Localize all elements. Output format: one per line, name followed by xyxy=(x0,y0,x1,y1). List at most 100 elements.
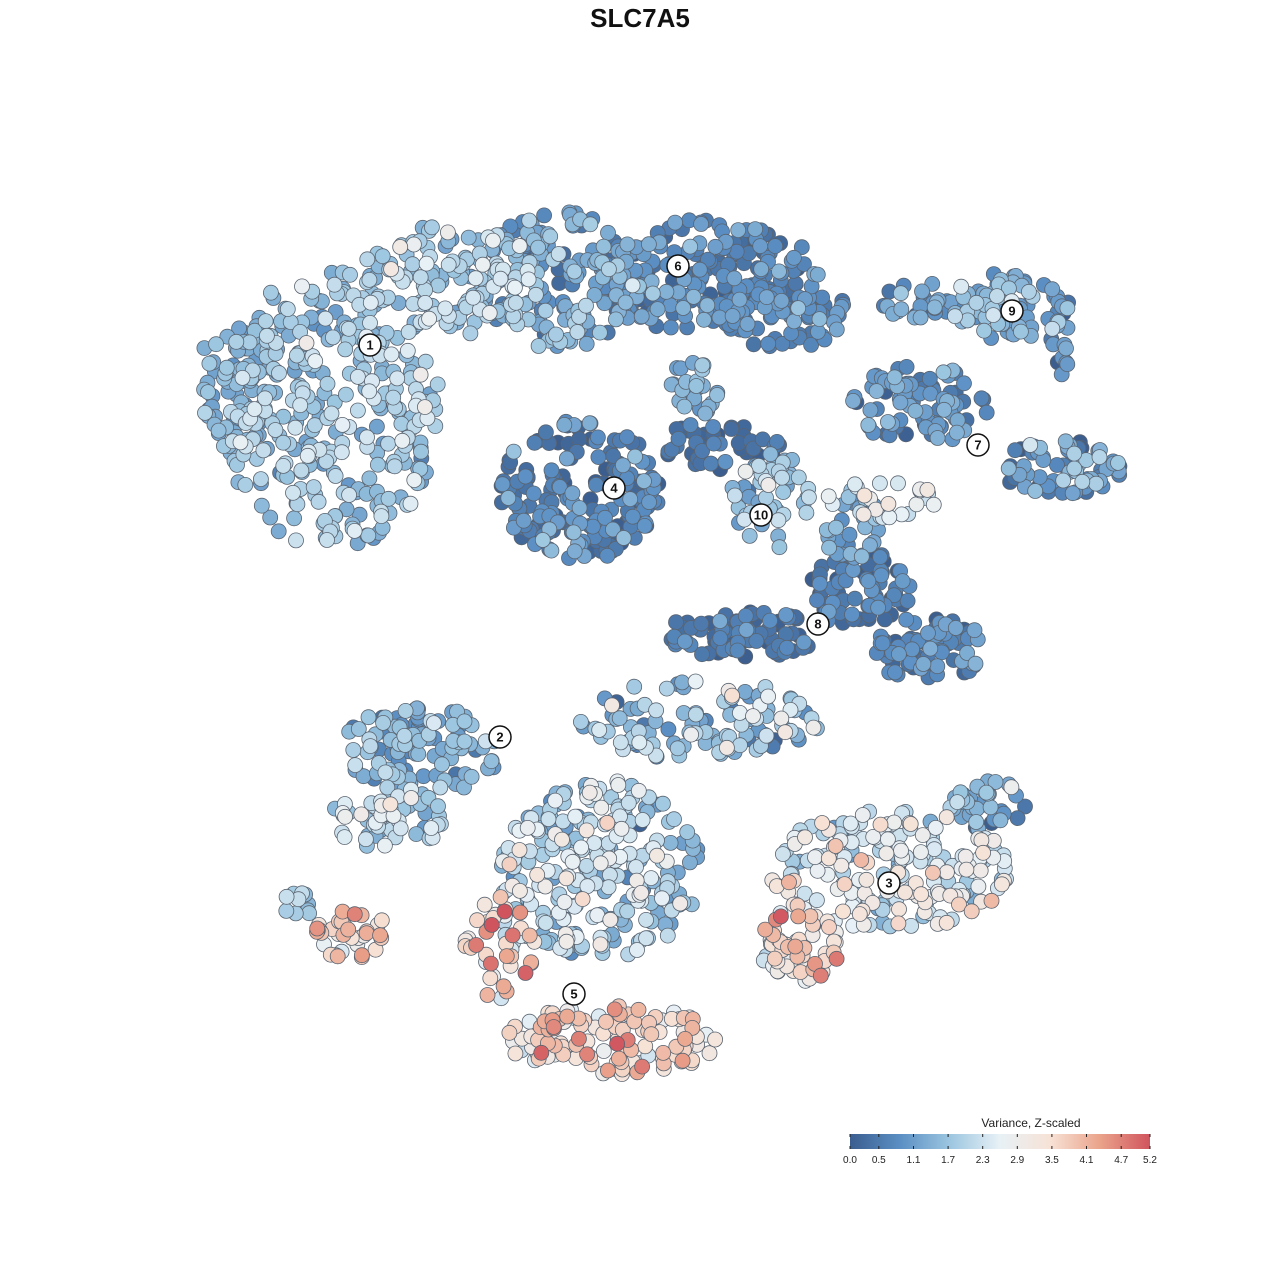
cell-point xyxy=(373,912,390,929)
cell-point xyxy=(636,518,653,534)
cell-point xyxy=(416,399,433,416)
cell-point xyxy=(771,263,787,280)
cell-point xyxy=(430,798,446,815)
cell-point xyxy=(270,523,287,540)
cell-point xyxy=(305,479,322,496)
cell-point xyxy=(862,537,878,554)
cell-point xyxy=(886,814,902,831)
cell-point xyxy=(361,271,378,288)
cell-point xyxy=(362,294,379,311)
cell-point xyxy=(278,903,295,919)
cell-point xyxy=(677,1031,693,1047)
cell-point xyxy=(890,915,907,932)
cell-point xyxy=(771,539,788,556)
cell-point xyxy=(886,369,903,386)
cell-point xyxy=(232,434,249,451)
cell-point xyxy=(1000,460,1017,477)
cell-point xyxy=(412,269,429,286)
cell-point xyxy=(349,368,366,385)
cell-point xyxy=(228,333,245,350)
cell-point xyxy=(913,844,929,860)
cluster-label-3: 3 xyxy=(877,871,901,895)
cell-point xyxy=(615,457,631,474)
cell-point xyxy=(798,504,815,521)
cell-point xyxy=(898,611,915,628)
cell-point xyxy=(403,790,420,806)
cell-point xyxy=(1058,340,1074,357)
cell-point xyxy=(624,508,641,525)
cell-point xyxy=(517,965,534,981)
cell-point xyxy=(288,347,305,364)
cell-point xyxy=(807,849,823,866)
cell-point xyxy=(919,481,936,498)
cell-point xyxy=(511,842,528,858)
cell-point xyxy=(696,311,712,328)
cell-point xyxy=(891,901,907,918)
cell-point xyxy=(360,527,377,544)
cell-point xyxy=(372,927,389,944)
cell-point xyxy=(543,462,560,479)
cell-point xyxy=(383,346,400,363)
cell-point xyxy=(433,756,450,773)
cell-point xyxy=(856,487,873,504)
cell-point xyxy=(1110,454,1126,471)
cell-point xyxy=(413,443,429,460)
cell-point xyxy=(872,549,888,565)
cell-point xyxy=(548,326,564,343)
cell-point xyxy=(400,324,417,340)
cell-point xyxy=(747,221,764,238)
cell-point xyxy=(967,655,984,672)
cell-point xyxy=(939,864,955,881)
cell-point xyxy=(210,422,227,439)
cell-point xyxy=(739,316,756,332)
cell-point xyxy=(927,820,944,836)
cell-point xyxy=(337,808,354,825)
cell-point xyxy=(350,721,367,737)
cell-point xyxy=(693,615,710,632)
cell-point xyxy=(392,239,409,255)
cell-point xyxy=(1066,445,1083,462)
cell-point xyxy=(805,719,822,736)
cell-point xyxy=(914,283,930,300)
cell-point xyxy=(855,506,872,523)
cluster-label-badge xyxy=(966,433,990,457)
cell-point xyxy=(775,846,791,862)
cell-point xyxy=(358,925,375,942)
cell-point xyxy=(685,288,702,305)
cell-point xyxy=(494,476,511,493)
cell-point xyxy=(374,248,391,265)
cluster-label-number: 1 xyxy=(366,338,373,353)
cell-point xyxy=(293,462,310,479)
cell-point xyxy=(737,608,754,624)
legend-tick-label: 2.9 xyxy=(1010,1155,1024,1166)
cell-point xyxy=(847,476,863,493)
cluster-label-7: 7 xyxy=(966,433,990,457)
cell-point xyxy=(643,1026,660,1043)
cell-point xyxy=(299,447,316,464)
cell-point xyxy=(870,599,886,616)
cluster-label-number: 9 xyxy=(1008,304,1015,319)
cell-point xyxy=(360,709,377,726)
cell-point xyxy=(631,734,648,751)
cluster-label-number: 6 xyxy=(674,259,681,274)
cell-point xyxy=(327,468,344,484)
cell-point xyxy=(573,839,589,856)
cell-point xyxy=(821,539,837,556)
cell-point xyxy=(684,1020,701,1036)
cell-point xyxy=(600,879,617,896)
cell-point xyxy=(809,266,826,283)
cell-point xyxy=(397,703,414,719)
cell-point xyxy=(592,324,608,341)
cell-point xyxy=(519,820,536,836)
cell-point xyxy=(921,370,938,387)
cell-point xyxy=(778,607,794,623)
color-legend: Variance, Z-scaled 0.0 0.5 1.1 1.7 2.3 2.9 3.5… xyxy=(843,1116,1157,1166)
cell-point xyxy=(630,782,647,799)
cell-point xyxy=(872,816,889,833)
cell-point xyxy=(1064,485,1081,502)
cell-point xyxy=(495,978,512,995)
cluster-label-number: 8 xyxy=(814,617,821,632)
cell-point xyxy=(936,401,952,418)
cell-point xyxy=(357,831,374,848)
legend-title: Variance, Z-scaled xyxy=(981,1116,1080,1130)
